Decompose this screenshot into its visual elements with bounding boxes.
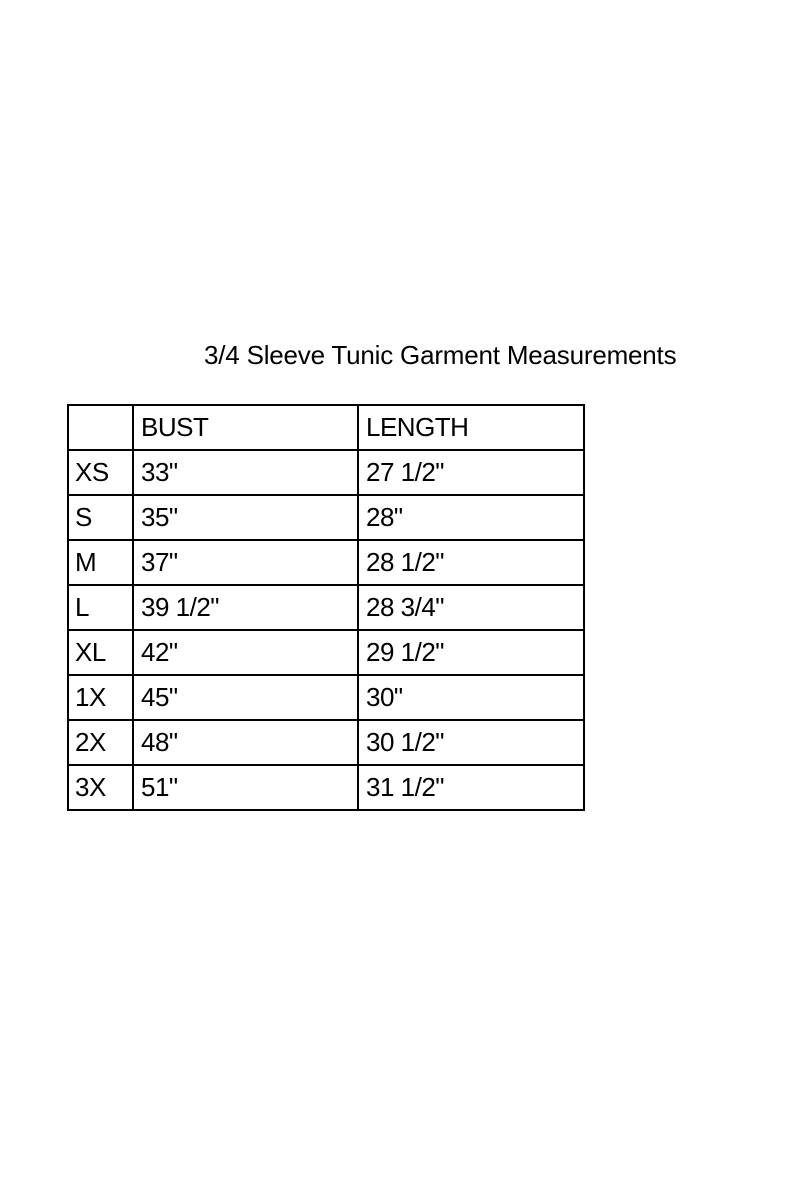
size-cell: 2X (67, 719, 134, 766)
size-cell: S (67, 494, 134, 541)
header-cell-size (67, 404, 134, 451)
table-row: M 37" 28 1/2" (67, 539, 585, 586)
measurements-table: BUST LENGTH XS 33" 27 1/2" S 35" 28" M 37" 28 1/… (67, 404, 585, 811)
length-cell: 30" (357, 674, 585, 721)
size-cell: XS (67, 449, 134, 496)
table-row: 1X 45" 30" (67, 674, 585, 721)
size-cell: 3X (67, 764, 134, 811)
table-row: XL 42" 29 1/2" (67, 629, 585, 676)
table-row: L 39 1/2" 28 3/4" (67, 584, 585, 631)
length-cell: 31 1/2" (357, 764, 585, 811)
header-row: BUST LENGTH (67, 404, 585, 451)
bust-cell: 51" (132, 764, 359, 811)
table-row: XS 33" 27 1/2" (67, 449, 585, 496)
length-cell: 28 1/2" (357, 539, 585, 586)
length-cell: 28" (357, 494, 585, 541)
header-cell-length: LENGTH (357, 404, 585, 451)
size-cell: M (67, 539, 134, 586)
size-cell: L (67, 584, 134, 631)
bust-cell: 42" (132, 629, 359, 676)
header-cell-bust: BUST (132, 404, 359, 451)
length-cell: 29 1/2" (357, 629, 585, 676)
length-cell: 28 3/4" (357, 584, 585, 631)
bust-cell: 35" (132, 494, 359, 541)
bust-cell: 37" (132, 539, 359, 586)
page-title: 3/4 Sleeve Tunic Garment Measurements (204, 340, 677, 370)
table-row: 3X 51" 31 1/2" (67, 764, 585, 811)
length-cell: 27 1/2" (357, 449, 585, 496)
bust-cell: 39 1/2" (132, 584, 359, 631)
length-cell: 30 1/2" (357, 719, 585, 766)
bust-cell: 48" (132, 719, 359, 766)
bust-cell: 45" (132, 674, 359, 721)
size-cell: XL (67, 629, 134, 676)
table-row: S 35" 28" (67, 494, 585, 541)
bust-cell: 33" (132, 449, 359, 496)
table-row: 2X 48" 30 1/2" (67, 719, 585, 766)
size-cell: 1X (67, 674, 134, 721)
